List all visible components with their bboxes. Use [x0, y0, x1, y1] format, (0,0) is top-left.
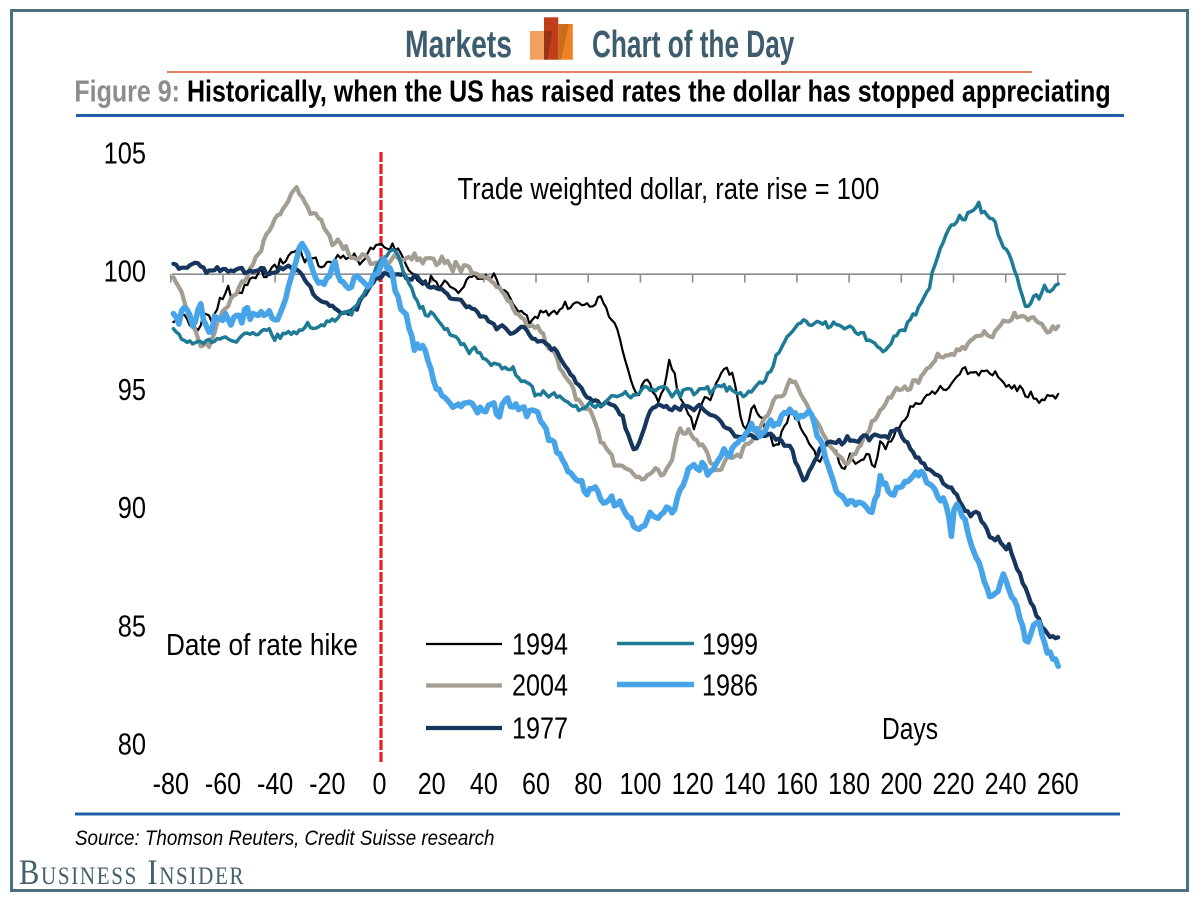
svg-text:90: 90 — [118, 491, 146, 526]
svg-text:200: 200 — [880, 765, 922, 800]
svg-text:Date of rate hike: Date of rate hike — [166, 628, 358, 663]
svg-text:-60: -60 — [205, 765, 241, 800]
svg-text:2004: 2004 — [512, 667, 568, 702]
svg-text:1994: 1994 — [512, 626, 568, 661]
svg-text:120: 120 — [672, 765, 714, 800]
svg-text:Figure 9: Historically, when t: Figure 9: Historically, when the US has … — [74, 74, 1110, 108]
svg-text:Chart of the Day: Chart of the Day — [592, 22, 794, 65]
svg-text:80: 80 — [574, 765, 602, 800]
svg-text:95: 95 — [118, 373, 146, 408]
svg-text:160: 160 — [776, 765, 818, 800]
svg-text:100: 100 — [104, 254, 146, 289]
svg-text:80: 80 — [118, 727, 146, 762]
svg-text:20: 20 — [418, 765, 446, 800]
svg-text:1977: 1977 — [512, 710, 568, 745]
svg-text:60: 60 — [522, 765, 550, 800]
svg-text:100: 100 — [619, 765, 661, 800]
svg-text:Days: Days — [882, 711, 938, 745]
svg-text:-40: -40 — [257, 765, 293, 800]
svg-text:105: 105 — [104, 136, 146, 171]
svg-text:260: 260 — [1037, 765, 1079, 800]
svg-text:1986: 1986 — [702, 667, 758, 702]
svg-text:Business Insider: Business Insider — [19, 853, 245, 893]
svg-text:1999: 1999 — [702, 626, 758, 661]
svg-text:-80: -80 — [153, 765, 189, 800]
svg-text:Markets: Markets — [405, 24, 512, 66]
svg-text:Source: Thomson Reuters, Credi: Source: Thomson Reuters, Credit Suisse r… — [75, 827, 494, 850]
svg-text:0: 0 — [373, 765, 387, 800]
svg-text:Trade weighted dollar, rate ri: Trade weighted dollar, rate rise = 100 — [458, 172, 880, 207]
svg-text:220: 220 — [932, 765, 974, 800]
svg-text:40: 40 — [470, 765, 498, 800]
svg-text:140: 140 — [724, 765, 766, 800]
svg-text:-20: -20 — [309, 765, 345, 800]
svg-text:180: 180 — [828, 765, 870, 800]
svg-text:240: 240 — [985, 765, 1027, 800]
svg-text:85: 85 — [118, 609, 146, 644]
